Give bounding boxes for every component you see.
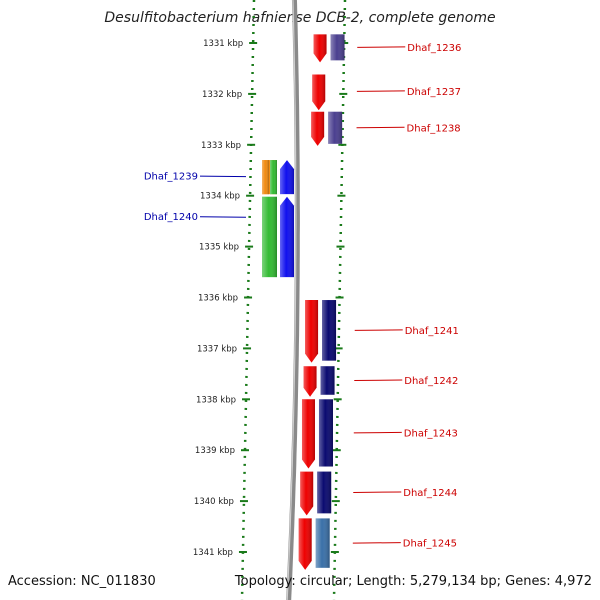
tick-label: 1340 kbp [194,497,234,507]
gene-box-forward-shade [330,34,345,61]
tick-label: 1337 kbp [197,344,237,354]
gene-label-forward[interactable]: Dhaf_1238 [407,123,461,134]
gene-box-reverse-shade [262,196,277,278]
gene-box-reverse-strip-shade [270,160,277,195]
gene-arrow-forward-shade [300,471,314,516]
gene-label-forward[interactable]: Dhaf_1237 [407,87,461,98]
genome-title: Desulfitobacterium hafniense DCB-2, comp… [104,10,496,26]
gene-leader-line [354,329,403,331]
tick-label: 1341 kbp [193,548,233,558]
gene-arrow-reverse-shade [280,196,294,278]
gene-leader-line [352,542,401,544]
backbone-highlight [286,0,297,600]
tick-label: 1336 kbp [198,294,238,304]
gene-label-reverse[interactable]: Dhaf_1240 [144,212,198,223]
gene-leader-line [357,46,406,48]
gene-arrow-forward-shade [313,34,327,63]
gene-leader-line [199,216,247,218]
gene-leader-line [353,491,402,493]
gene-layer [262,34,345,570]
gene-box-forward-shade [318,399,333,467]
tick-label: 1333 kbp [201,141,241,151]
gene-label-forward[interactable]: Dhaf_1243 [404,428,458,439]
gene-arrow-forward-shade [298,518,312,570]
gene-label-reverse[interactable]: Dhaf_1239 [144,172,198,183]
left-dotted-track [240,0,256,600]
gene-label-forward[interactable]: Dhaf_1236 [407,43,461,54]
tick-label: 1338 kbp [196,395,236,405]
gene-leader-line [356,90,405,92]
right-dotted-track [332,0,347,600]
gene-label-forward[interactable]: Dhaf_1244 [403,488,457,499]
gene-box-forward-shade [328,111,343,144]
tick-label: 1335 kbp [199,243,239,253]
gene-arrow-forward-shade [303,366,317,397]
backbone-layer [286,0,300,600]
tick-label: 1339 kbp [195,446,235,456]
gene-box-forward-shade [322,300,337,361]
tick-label: 1332 kbp [202,90,242,100]
gene-leader-line [354,379,403,381]
gene-leader-line [356,126,405,129]
gene-leader-line [353,431,402,434]
gene-arrow-forward-shade [312,74,326,111]
gene-box-forward-shade [320,366,335,395]
gene-box-reverse-accent-shade [262,160,269,195]
gene-box-forward-shade [315,518,330,568]
gene-label-forward[interactable]: Dhaf_1241 [405,326,459,337]
tick-layer: 1331 kbp 1332 kbp 1333 kbp 1334 kbp 1335 kbp… [193,0,349,600]
gene-arrow-forward-shade [311,111,325,146]
gene-box-forward-shade [317,471,332,514]
gene-arrow-forward-shade [305,300,319,363]
accession-text: Accession: NC_011830 [8,574,156,589]
tick-label: 1334 kbp [200,192,240,202]
gene-label-forward[interactable]: Dhaf_1245 [403,539,457,550]
gene-arrow-reverse-shade [280,160,294,195]
label-layer: Dhaf_1236 Dhaf_1237 Dhaf_1238 Dhaf_1241 Dhaf… [144,43,462,550]
gene-arrow-forward-shade [301,399,315,469]
gene-leader-line [199,175,247,178]
chromosome-backbone [286,0,300,600]
tick-label: 1331 kbp [203,39,243,49]
gene-label-forward[interactable]: Dhaf_1242 [404,376,458,387]
topology-text: Topology: circular; Length: 5,279,134 bp… [234,574,592,589]
